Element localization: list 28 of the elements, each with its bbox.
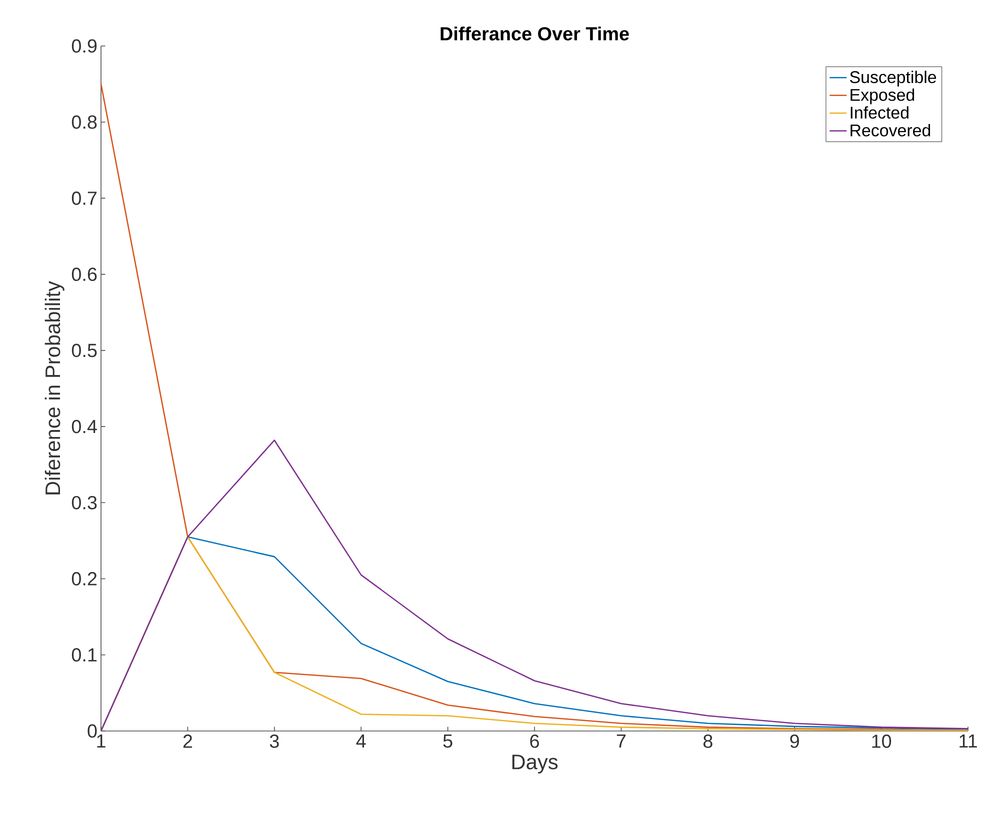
x-tick-label: 2: [183, 734, 192, 748]
x-tick-label: 8: [703, 734, 712, 748]
x-tick-label: 6: [530, 734, 539, 748]
x-tick-label: 3: [270, 734, 279, 748]
legend-label: Recovered: [850, 124, 930, 136]
y-tick-label: 0.6: [72, 268, 97, 282]
x-tick-label: 1: [97, 734, 106, 748]
chart-title: Differance Over Time: [440, 26, 629, 40]
legend-label: Exposed: [850, 88, 914, 104]
x-tick-label: 4: [356, 734, 366, 748]
x-tick-label: 11: [960, 734, 977, 748]
y-tick-label: 0.8: [72, 115, 97, 129]
x-tick-label: 10: [872, 734, 892, 748]
y-axis-title: Diference in Probability: [44, 281, 64, 494]
x-tick-label: 7: [616, 734, 626, 748]
legend-label: Infected: [850, 106, 908, 119]
y-tick-label: 0.2: [72, 572, 97, 586]
y-tick-label: 0.9: [72, 39, 97, 53]
x-tick-label: 9: [790, 734, 799, 748]
y-tick-label: 0.1: [72, 648, 97, 662]
x-axis-title: Days: [512, 754, 558, 774]
x-tick-label: 5: [443, 734, 452, 748]
y-tick-label: 0.7: [72, 192, 97, 205]
y-tick-label: 0.5: [72, 344, 97, 358]
y-tick-label: 0.3: [72, 496, 97, 510]
y-tick-label: 0: [88, 724, 97, 738]
legend-label: Susceptible: [850, 70, 936, 87]
y-tick-label: 0.4: [72, 420, 97, 434]
